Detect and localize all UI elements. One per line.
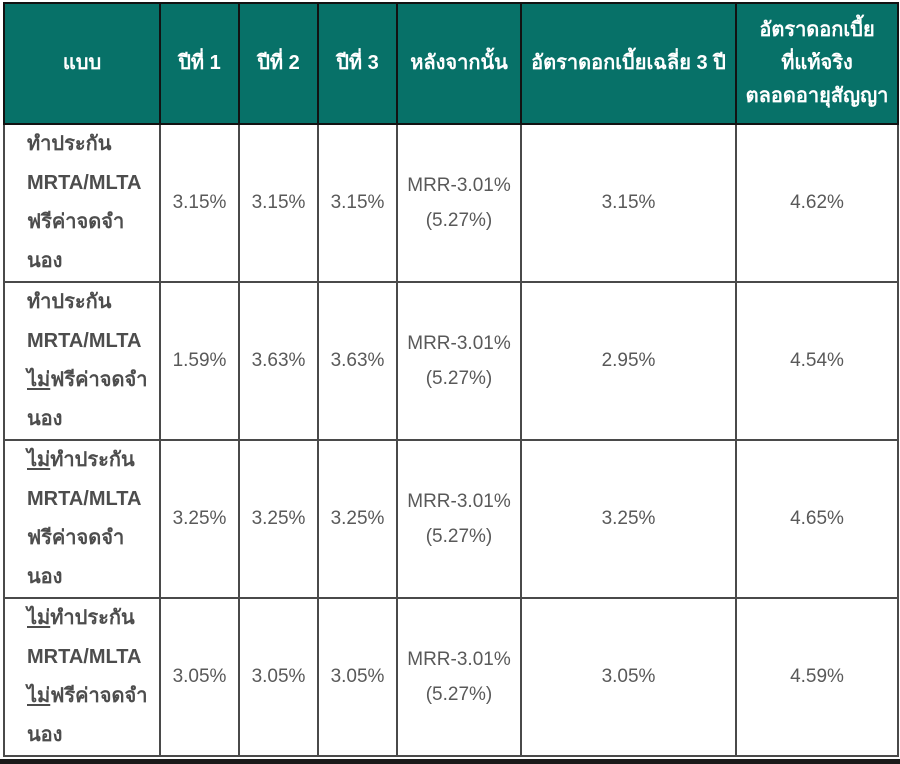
col-header-year-1: ปีที่ 1 [159,2,240,125]
effective-rate: 4.59% [735,597,899,757]
after-rate-value: (5.27%) [425,210,493,231]
year1-rate: 1.59% [159,281,240,441]
effective-header-line-2: ที่แท้จริง [781,52,853,74]
year3-rate: 3.15% [317,123,398,283]
avg-3yr-rate: 3.15% [520,123,737,283]
label-text: ฟรีค่าจดจำนอง [27,211,125,272]
after-rate-formula: MRR-3.01% [407,175,511,196]
header-row: แบบ ปีที่ 1 ปีที่ 2 ปีที่ 3 หลังจากนั้น … [3,2,899,125]
plan-label: ทำประกัน MRTA/MLTA ฟรีค่าจดจำนอง [3,123,161,283]
year2-rate: 3.05% [238,597,319,757]
year1-rate: 3.25% [159,439,240,599]
year1-rate: 3.05% [159,597,240,757]
after-rate: MRR-3.01% (5.27%) [396,597,522,757]
avg-3yr-rate: 3.05% [520,597,737,757]
plan-label: ไม่ทำประกัน MRTA/MLTA ฟรีค่าจดจำนอง [3,439,161,599]
after-rate-formula: MRR-3.01% [407,491,511,512]
col-header-year-3: ปีที่ 3 [317,2,398,125]
after-rate-formula: MRR-3.01% [407,649,511,670]
effective-rate: 4.62% [735,123,899,283]
label-text: ฟรีค่าจดจำนอง [27,527,125,588]
effective-rate: 4.54% [735,281,899,441]
plan-label-line-3: ไม่ฟรีค่าจดจำนอง [27,361,153,439]
label-text: ทำประกัน [50,449,135,471]
effective-header-line-1: อัตราดอกเบี้ย [759,19,875,41]
plan-label-line-2: MRTA/MLTA [27,638,153,677]
plan-label-line-3: ไม่ฟรีค่าจดจำนอง [27,677,153,755]
col-header-avg-3yr: อัตราดอกเบี้ยเฉลี่ย 3 ปี [520,2,737,125]
after-rate-value: (5.27%) [425,526,493,547]
year2-rate: 3.63% [238,281,319,441]
plan-label-line-2: MRTA/MLTA [27,480,153,519]
label-text: MRTA/MLTA [27,646,142,668]
label-text: MRTA/MLTA [27,330,142,352]
after-rate-value: (5.27%) [425,684,493,705]
effective-rate: 4.65% [735,439,899,599]
year1-rate: 3.15% [159,123,240,283]
plan-label-line-1: ไม่ทำประกัน [27,599,153,638]
after-rate: MRR-3.01% (5.27%) [396,281,522,441]
underlined-text: ไม่ [27,685,51,707]
table-row: ไม่ทำประกัน MRTA/MLTA ฟรีค่าจดจำนอง 3.25… [3,439,899,599]
effective-header-line-3: ตลอดอายุสัญญา [745,85,889,107]
year3-rate: 3.25% [317,439,398,599]
label-text: ทำประกัน [27,291,112,313]
label-text: MRTA/MLTA [27,172,142,194]
year2-rate: 3.25% [238,439,319,599]
bottom-divider [0,759,900,764]
col-header-after: หลังจากนั้น [396,2,522,125]
plan-label-line-1: ไม่ทำประกัน [27,441,153,480]
label-text: ทำประกัน [27,133,112,155]
underlined-text: ไม่ [27,369,51,391]
mortgage-rate-table: แบบ ปีที่ 1 ปีที่ 2 ปีที่ 3 หลังจากนั้น … [3,2,899,757]
plan-label-line-2: MRTA/MLTA [27,322,153,361]
label-text: ฟรีค่าจดจำนอง [27,369,148,430]
underlined-text: ไม่ [27,449,51,471]
plan-label-line-2: MRTA/MLTA [27,164,153,203]
table-body: ทำประกัน MRTA/MLTA ฟรีค่าจดจำนอง 3.15% 3… [3,123,899,757]
avg-3yr-rate: 2.95% [520,281,737,441]
after-rate-formula: MRR-3.01% [407,333,511,354]
after-rate-value: (5.27%) [425,368,493,389]
year3-rate: 3.63% [317,281,398,441]
table-row: ไม่ทำประกัน MRTA/MLTA ไม่ฟรีค่าจดจำนอง 3… [3,597,899,757]
table-row: ทำประกัน MRTA/MLTA ฟรีค่าจดจำนอง 3.15% 3… [3,123,899,283]
label-text: ทำประกัน [50,607,135,629]
plan-label: ไม่ทำประกัน MRTA/MLTA ไม่ฟรีค่าจดจำนอง [3,597,161,757]
col-header-effective-rate: อัตราดอกเบี้ย ที่แท้จริง ตลอดอายุสัญญา [735,2,899,125]
plan-label: ทำประกัน MRTA/MLTA ไม่ฟรีค่าจดจำนอง [3,281,161,441]
col-header-year-2: ปีที่ 2 [238,2,319,125]
table-header: แบบ ปีที่ 1 ปีที่ 2 ปีที่ 3 หลังจากนั้น … [3,2,899,125]
after-rate: MRR-3.01% (5.27%) [396,123,522,283]
label-text: MRTA/MLTA [27,488,142,510]
plan-label-line-1: ทำประกัน [27,283,153,322]
plan-label-line-3: ฟรีค่าจดจำนอง [27,203,153,281]
avg-3yr-rate: 3.25% [520,439,737,599]
underlined-text: ไม่ [27,607,51,629]
table-row: ทำประกัน MRTA/MLTA ไม่ฟรีค่าจดจำนอง 1.59… [3,281,899,441]
year3-rate: 3.05% [317,597,398,757]
plan-label-line-1: ทำประกัน [27,125,153,164]
year2-rate: 3.15% [238,123,319,283]
col-header-plan: แบบ [3,2,161,125]
plan-label-line-3: ฟรีค่าจดจำนอง [27,519,153,597]
after-rate: MRR-3.01% (5.27%) [396,439,522,599]
